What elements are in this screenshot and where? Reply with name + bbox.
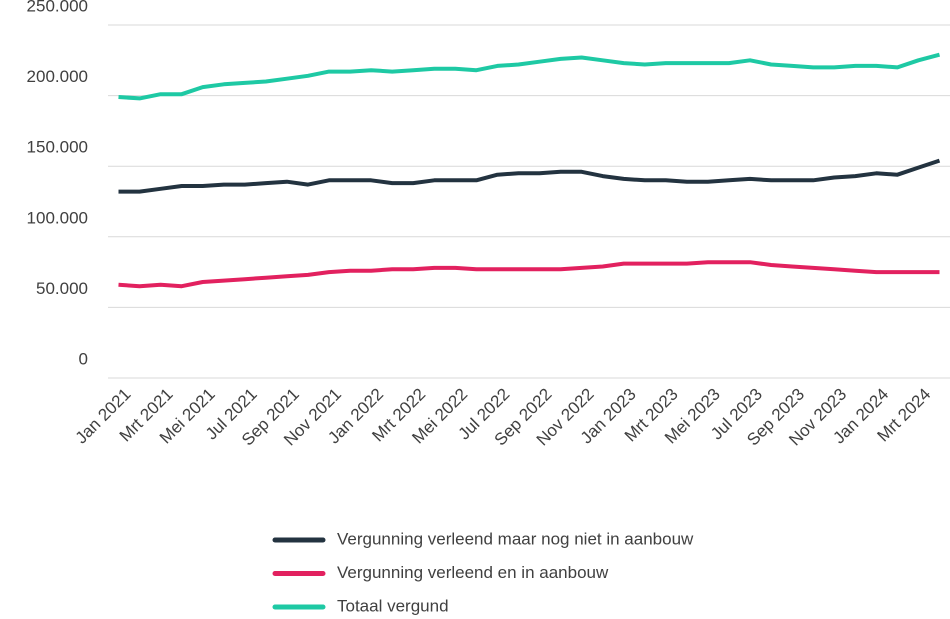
y-tick-label: 250.000 (27, 0, 88, 15)
legend-label: Totaal vergund (337, 596, 449, 615)
y-tick-label: 200.000 (27, 67, 88, 86)
series-line (118, 52, 941, 101)
y-tick-label: 50.000 (36, 279, 88, 298)
y-tick-label: 0 (79, 349, 88, 368)
legend-label: Vergunning verleend maar nog niet in aan… (337, 529, 694, 548)
series-line (118, 158, 941, 194)
legend-label: Vergunning verleend en in aanbouw (337, 563, 609, 582)
series-line (118, 260, 940, 289)
y-tick-label: 100.000 (27, 208, 88, 227)
y-tick-label: 150.000 (27, 138, 88, 157)
